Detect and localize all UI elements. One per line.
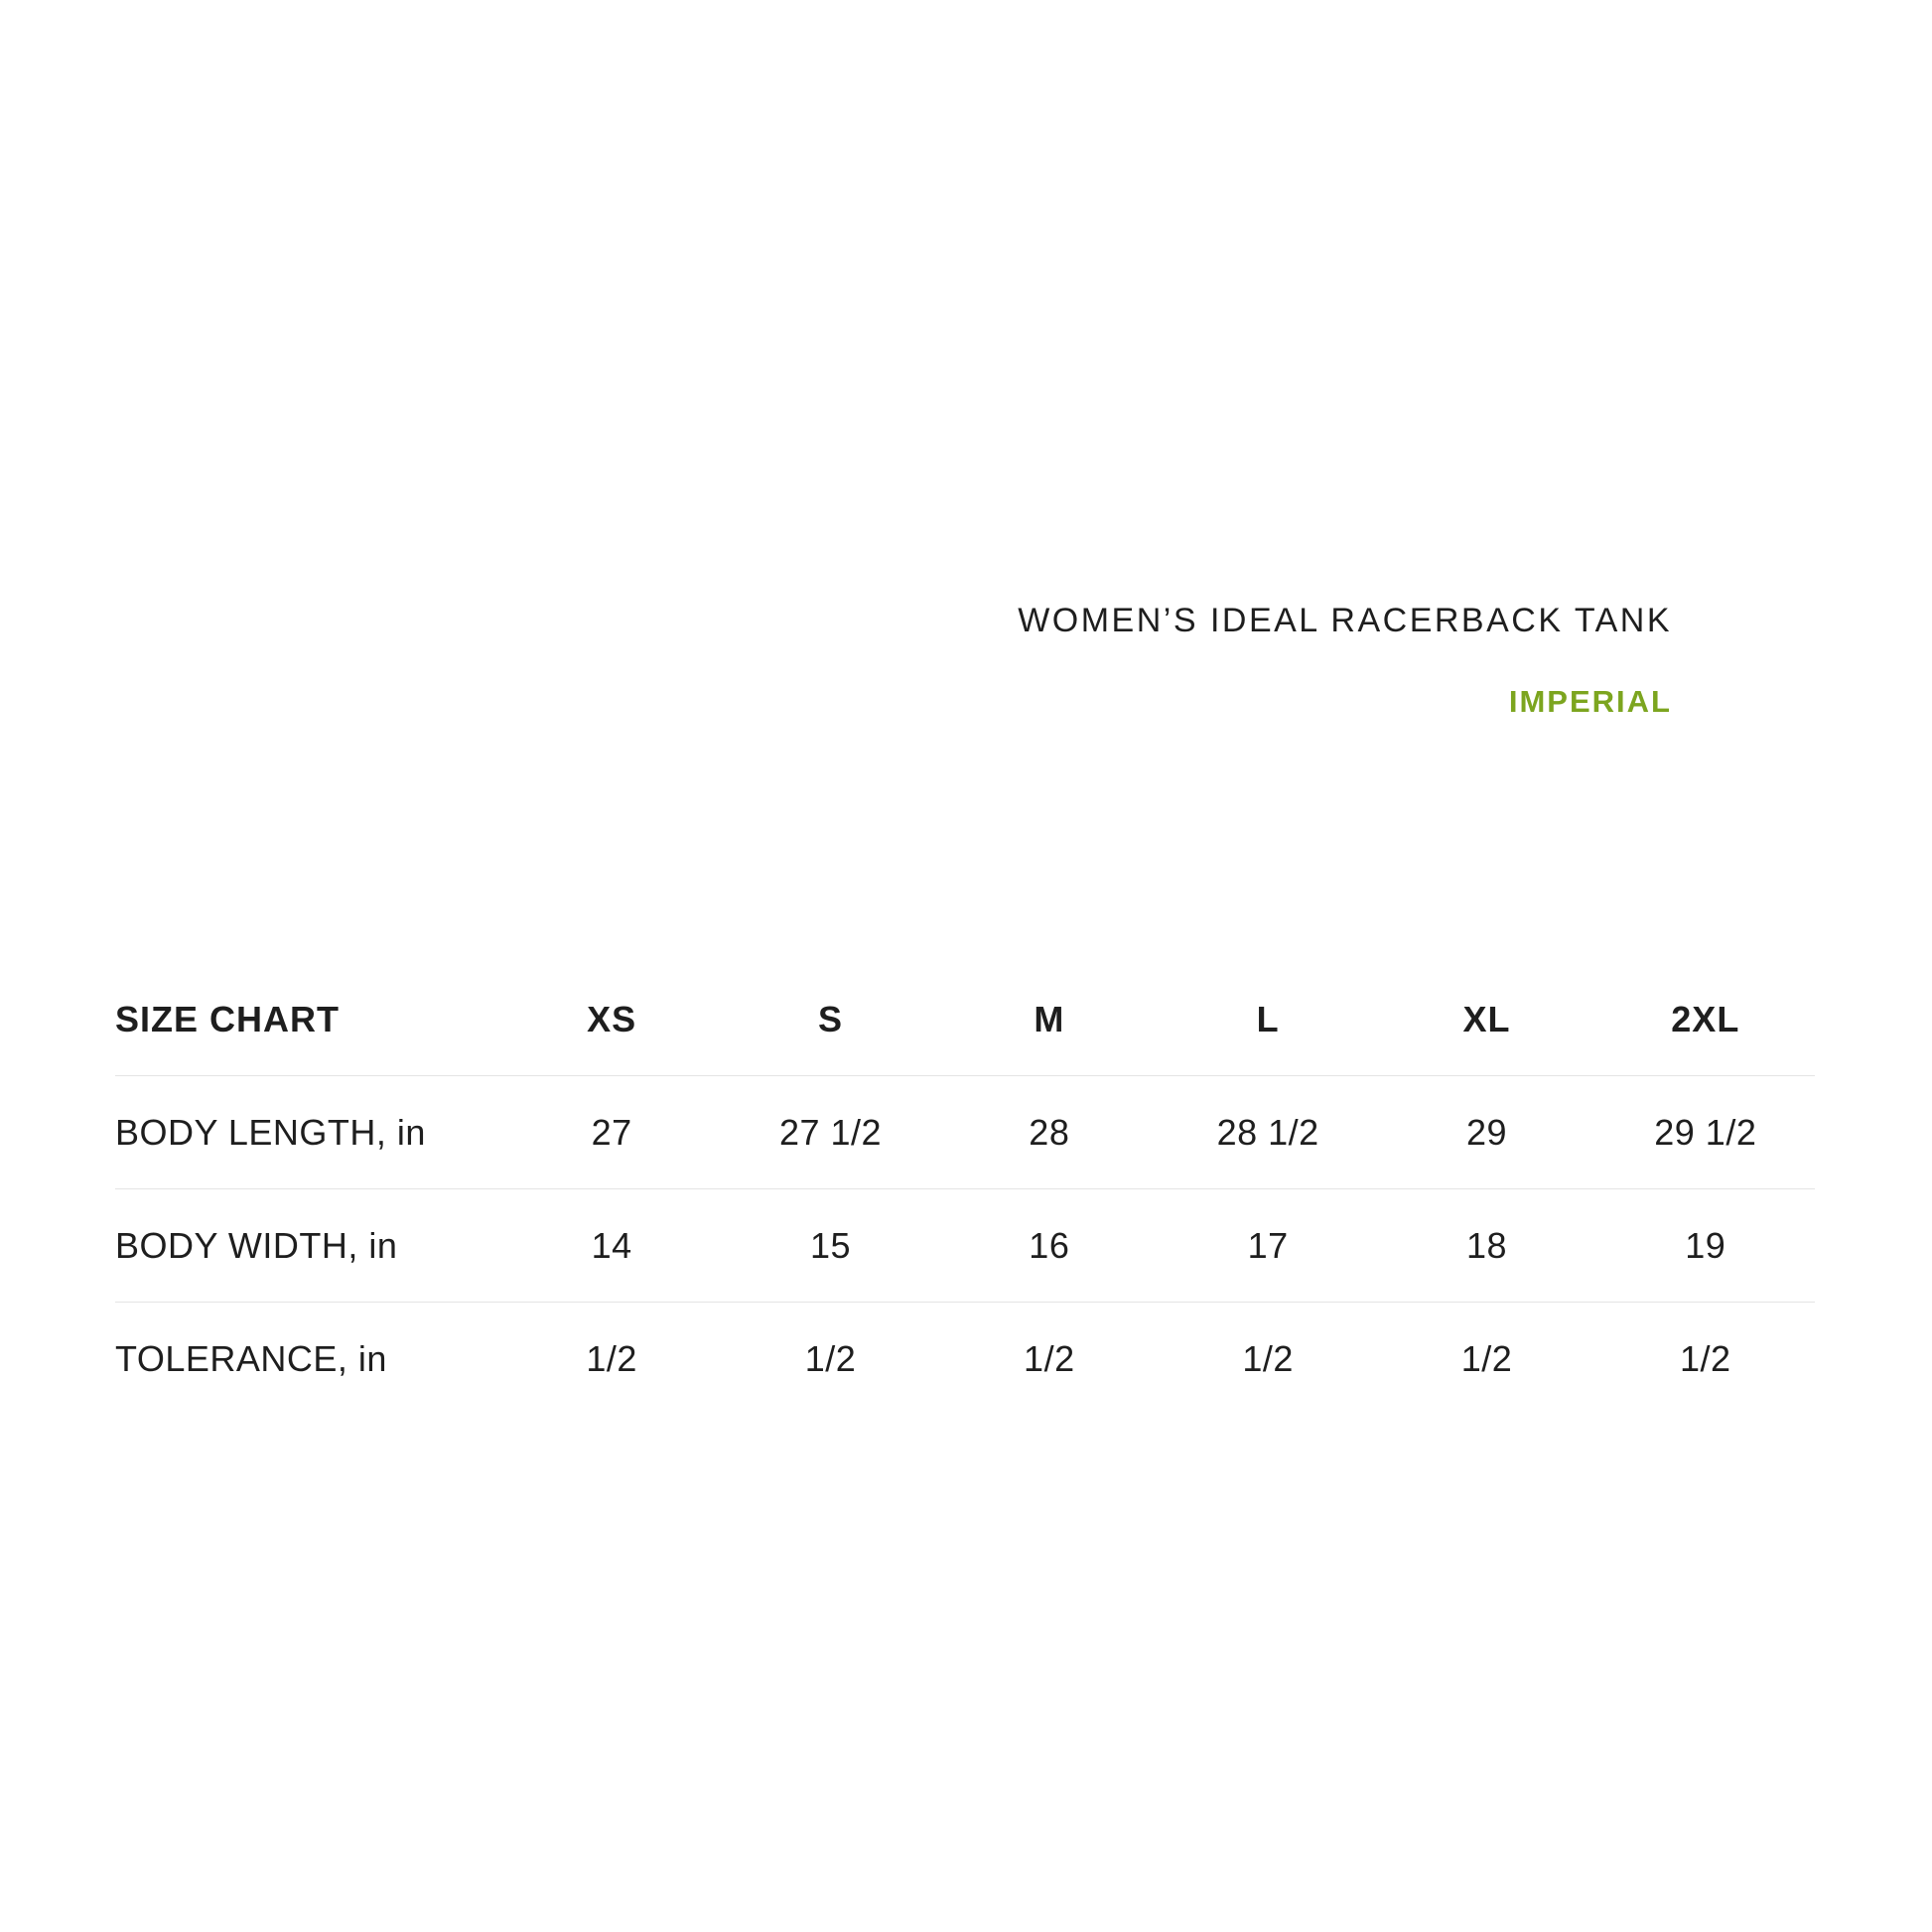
- table-row-body-length: BODY LENGTH, in 27 27 1/2 28 28 1/2 29 2…: [115, 1076, 1815, 1189]
- body-width-l: 17: [1247, 1224, 1289, 1266]
- title-block: WOMEN’S IDEAL RACERBACK TANK IMPERIAL: [1018, 602, 1672, 720]
- units-toggle-label[interactable]: IMPERIAL: [1508, 684, 1672, 719]
- row-label: BODY WIDTH, in: [115, 1224, 398, 1266]
- table-row-tolerance: TOLERANCE, in 1/2 1/2 1/2 1/2 1/2 1/2: [115, 1303, 1815, 1415]
- body-length-xs: 27: [591, 1111, 632, 1153]
- table-title: SIZE CHART: [115, 998, 340, 1039]
- tolerance-s: 1/2: [804, 1337, 857, 1379]
- row-label: TOLERANCE, in: [115, 1337, 387, 1379]
- body-length-m: 28: [1029, 1111, 1070, 1153]
- body-length-xl: 29: [1465, 1111, 1507, 1153]
- body-width-m: 16: [1029, 1224, 1070, 1266]
- tolerance-2xl: 1/2: [1680, 1337, 1731, 1379]
- size-chart-table: SIZE CHART XS S M L XL 2XL BODY LENGTH, …: [115, 963, 1815, 1415]
- column-header-xl: XL: [1462, 998, 1511, 1039]
- column-header-m: M: [1034, 998, 1065, 1039]
- tolerance-l: 1/2: [1242, 1337, 1294, 1379]
- column-header-xs: XS: [587, 998, 637, 1039]
- table-header-row: SIZE CHART XS S M L XL 2XL: [115, 963, 1815, 1076]
- body-length-2xl: 29 1/2: [1654, 1111, 1757, 1153]
- tolerance-xs: 1/2: [586, 1337, 637, 1379]
- table-row-body-width: BODY WIDTH, in 14 15 16 17 18 19: [115, 1189, 1815, 1303]
- body-length-l: 28 1/2: [1216, 1111, 1319, 1153]
- product-title: WOMEN’S IDEAL RACERBACK TANK: [1018, 602, 1672, 639]
- row-label: BODY LENGTH, in: [115, 1111, 426, 1153]
- column-header-2xl: 2XL: [1671, 998, 1740, 1039]
- body-width-s: 15: [809, 1224, 852, 1266]
- body-length-s: 27 1/2: [778, 1111, 883, 1153]
- body-width-xl: 18: [1465, 1224, 1507, 1266]
- tolerance-m: 1/2: [1024, 1337, 1075, 1379]
- column-header-s: S: [817, 998, 843, 1039]
- tolerance-xl: 1/2: [1460, 1337, 1513, 1379]
- body-width-xs: 14: [591, 1224, 632, 1266]
- body-width-2xl: 19: [1685, 1224, 1726, 1266]
- column-header-l: L: [1256, 998, 1280, 1039]
